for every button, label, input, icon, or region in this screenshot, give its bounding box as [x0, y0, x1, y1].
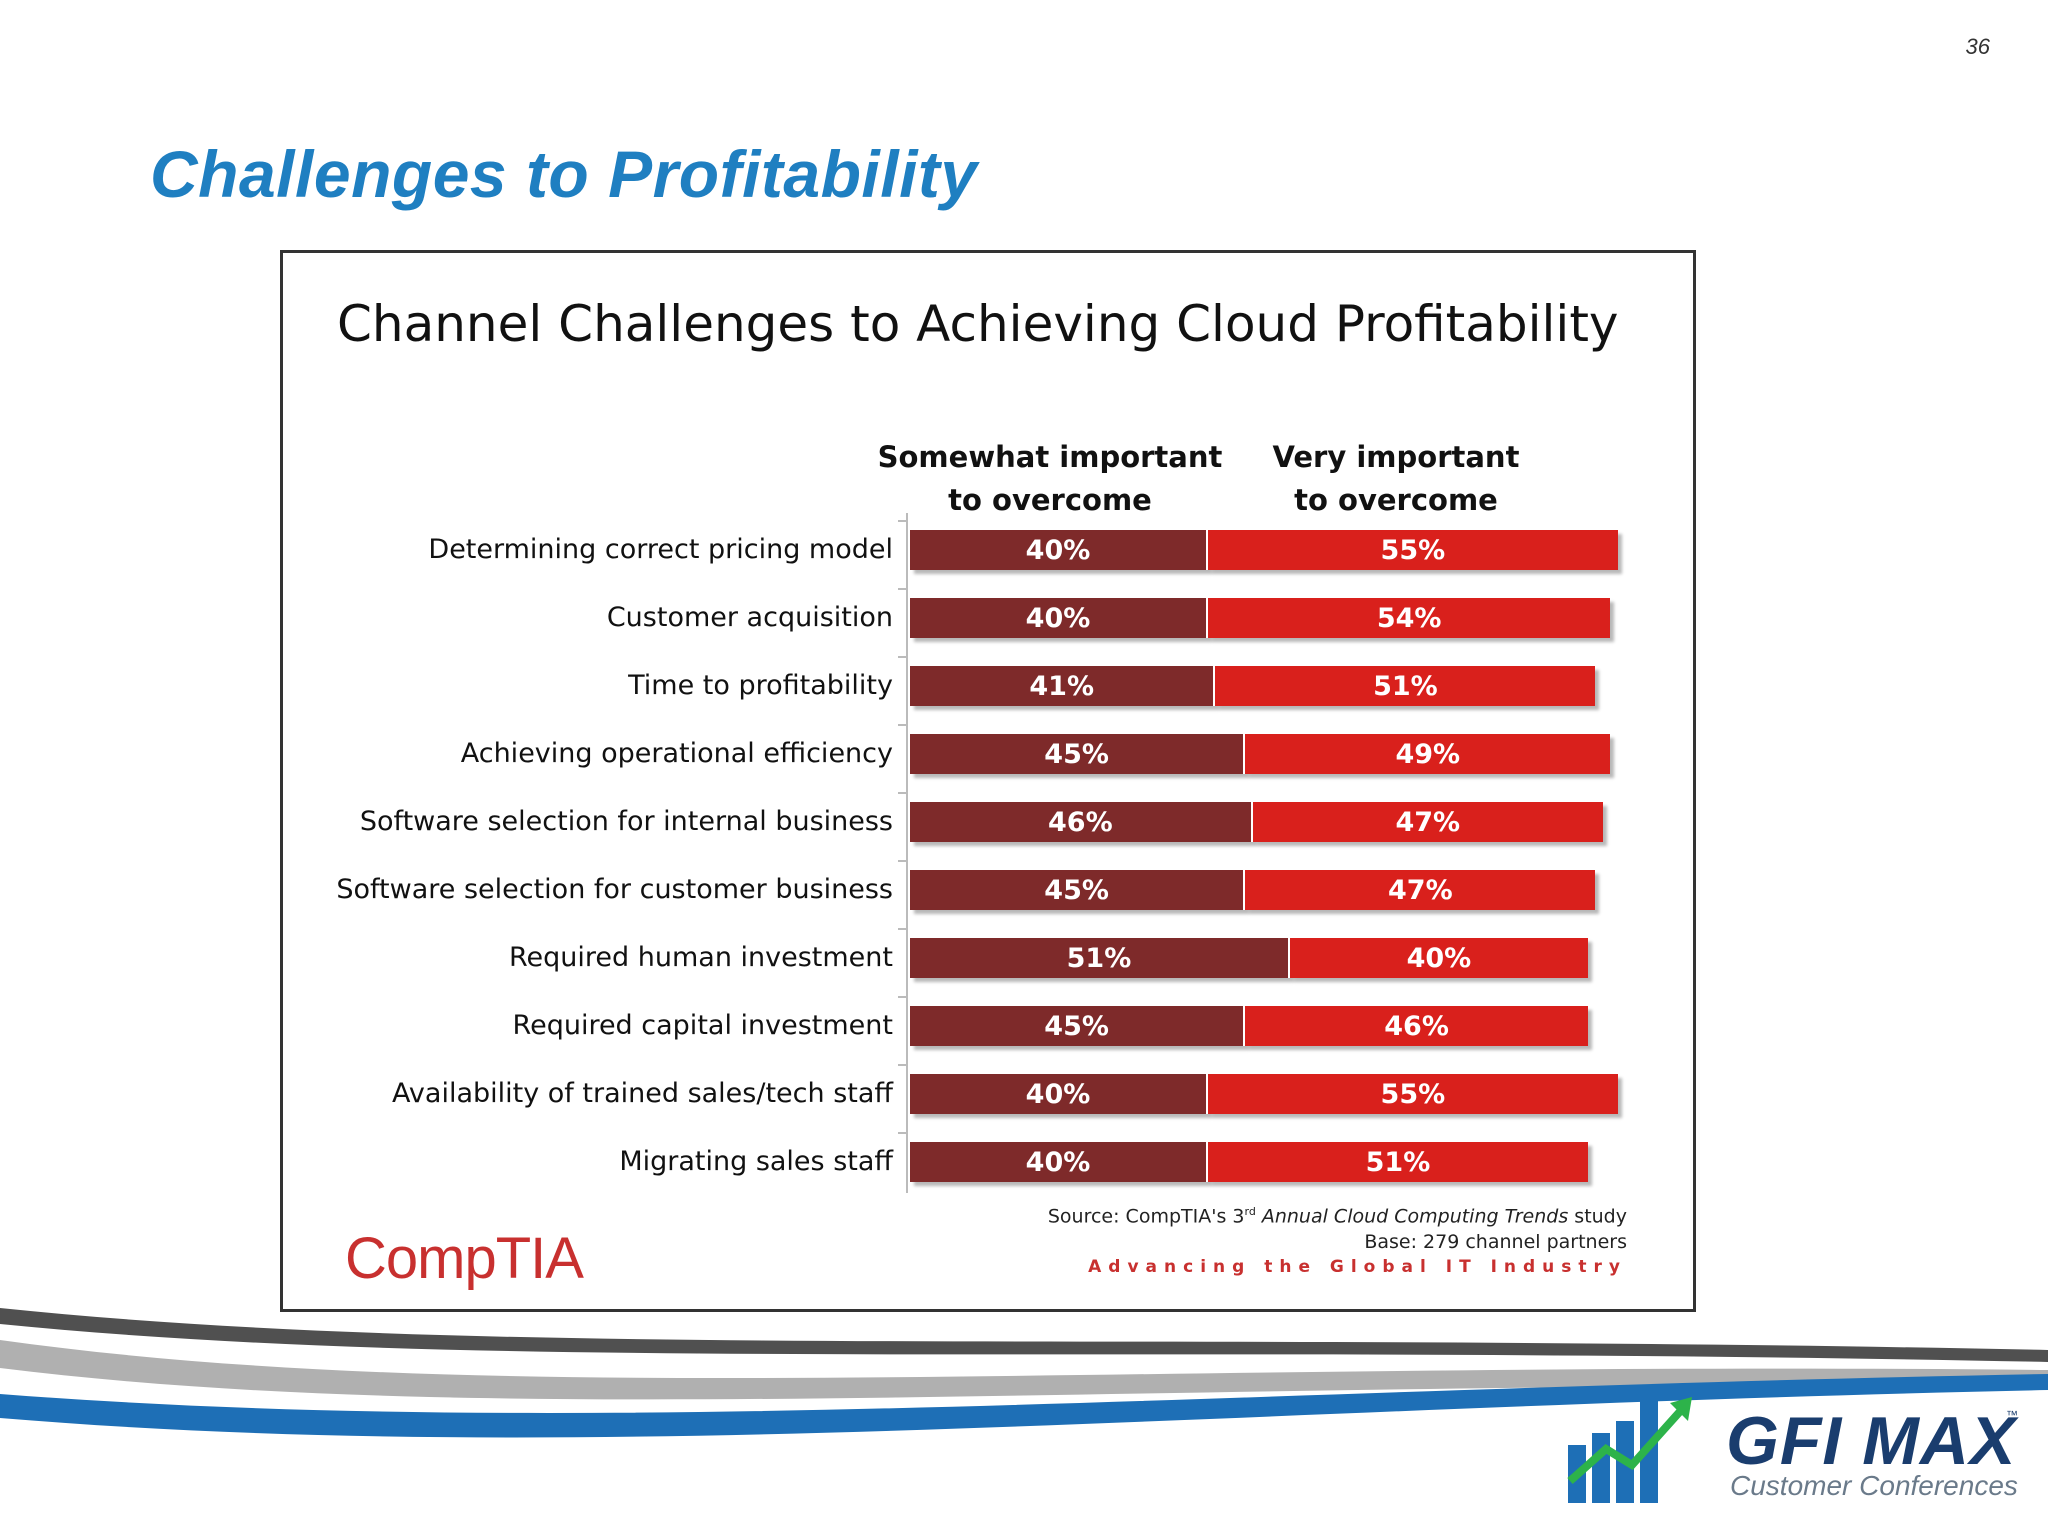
axis-tick — [898, 520, 908, 522]
legend-very-line-1: Very important — [1272, 440, 1520, 474]
category-axis — [906, 513, 908, 1193]
bar-very-time-to-profitability: 51% — [1215, 666, 1596, 706]
legend-very-important: Very important to overcome — [1206, 436, 1586, 522]
source-note: Source: CompTIA's 3rd Annual Cloud Compu… — [1048, 1199, 1627, 1255]
gfi-max-subtitle: Customer Conferences — [1730, 1470, 2018, 1501]
axis-tick — [898, 792, 908, 794]
bar-very-migrating-sales-staff: 51% — [1208, 1142, 1588, 1182]
data-label: 40% — [1406, 942, 1472, 974]
bar-somewhat-customer-acquisition: 40% — [910, 598, 1208, 638]
page-number: 36 — [1965, 34, 1990, 59]
data-label: 40% — [1025, 534, 1091, 566]
comptia-logo: CompTIA — [345, 1226, 584, 1291]
gfi-max-logo: GFI MAX — [1726, 1403, 2017, 1479]
comptia-tagline: Advancing the Global IT Industry — [1088, 1257, 1627, 1277]
bar-very-software-selection-for-internal-business: 47% — [1252, 802, 1603, 842]
chart-frame: Channel Challenges to Achieving Cloud Pr… — [280, 250, 1696, 1312]
data-label: 46% — [1048, 806, 1113, 838]
category-label-customer-acquisition: Customer acquisition — [606, 602, 893, 633]
source-prefix: Source: CompTIA's 3 — [1047, 1205, 1245, 1228]
axis-tick — [898, 588, 908, 590]
category-label-availability-of-trained-sales-tech-staff: Availability of trained sales/tech staff — [392, 1078, 893, 1109]
category-label-achieving-operational-efficiency: Achieving operational efficiency — [460, 738, 893, 769]
legend-somewhat-important: Somewhat important to overcome — [860, 436, 1240, 522]
bar-somewhat-availability-of-trained-sales-tech-staff: 40% — [910, 1074, 1208, 1114]
data-label: 40% — [1025, 1078, 1091, 1110]
slide-title: Challenges to Profitability — [150, 137, 978, 211]
source-line: Source: CompTIA's 3rd Annual Cloud Compu… — [1048, 1199, 1627, 1229]
data-label: 55% — [1380, 534, 1446, 566]
chart-title: Channel Challenges to Achieving Cloud Pr… — [337, 295, 1619, 353]
data-label: 40% — [1025, 1146, 1091, 1178]
legend-somewhat-line-1: Somewhat important — [877, 440, 1223, 474]
data-label: 55% — [1380, 1078, 1446, 1110]
data-label: 51% — [1066, 942, 1132, 974]
data-label: 45% — [1044, 1010, 1109, 1042]
legend-somewhat-line-2: to overcome — [948, 483, 1152, 517]
data-label: 51% — [1365, 1146, 1431, 1178]
data-label: 40% — [1025, 602, 1091, 634]
data-label: 45% — [1044, 874, 1109, 906]
bar-very-required-capital-investment: 46% — [1245, 1006, 1588, 1046]
axis-tick — [898, 1064, 908, 1066]
axis-tick — [898, 724, 908, 726]
data-label: 46% — [1384, 1010, 1449, 1042]
bar-somewhat-achieving-operational-efficiency: 45% — [910, 734, 1246, 774]
data-label: 49% — [1395, 738, 1461, 770]
data-label: 47% — [1395, 806, 1461, 838]
source-superscript: rd — [1244, 1205, 1256, 1218]
category-label-required-capital-investment: Required capital investment — [512, 1010, 893, 1041]
gfi-max-icon — [1567, 1397, 1692, 1503]
trademark: ™ — [2006, 1408, 2018, 1422]
axis-tick — [898, 1132, 908, 1134]
axis-tick — [898, 860, 908, 862]
category-label-software-selection-for-internal-business: Software selection for internal business — [359, 806, 893, 837]
bar-somewhat-software-selection-for-customer-business: 45% — [910, 870, 1246, 910]
bar-somewhat-required-human-investment: 51% — [910, 938, 1290, 978]
category-label-determining-correct-pricing-model: Determining correct pricing model — [428, 534, 893, 565]
data-label: 41% — [1029, 670, 1095, 702]
data-label: 54% — [1376, 602, 1442, 634]
bar-somewhat-time-to-profitability: 41% — [910, 666, 1216, 706]
data-label: 45% — [1044, 738, 1109, 770]
source-study: Annual Cloud Computing Trends — [1255, 1205, 1569, 1228]
bar-very-customer-acquisition: 54% — [1208, 598, 1611, 638]
category-label-migrating-sales-staff: Migrating sales staff — [619, 1146, 893, 1177]
axis-tick — [898, 928, 908, 930]
axis-tick — [898, 996, 908, 998]
legend-very-line-2: to overcome — [1294, 483, 1498, 517]
bar-very-availability-of-trained-sales-tech-staff: 55% — [1208, 1074, 1618, 1114]
axis-tick — [898, 656, 908, 658]
bar-somewhat-determining-correct-pricing-model: 40% — [910, 530, 1208, 570]
bar-very-achieving-operational-efficiency: 49% — [1245, 734, 1611, 774]
bar-somewhat-required-capital-investment: 45% — [910, 1006, 1246, 1046]
footer-swoosh — [0, 1308, 2048, 1438]
bar-very-software-selection-for-customer-business: 47% — [1245, 870, 1596, 910]
source-base: Base: 279 channel partners — [1364, 1231, 1627, 1254]
bar-very-required-human-investment: 40% — [1289, 938, 1588, 978]
category-label-time-to-profitability: Time to profitability — [628, 670, 893, 701]
source-suffix: study — [1568, 1205, 1627, 1228]
data-label: 51% — [1373, 670, 1438, 702]
bar-somewhat-migrating-sales-staff: 40% — [910, 1142, 1208, 1182]
bar-somewhat-software-selection-for-internal-business: 46% — [910, 802, 1253, 842]
data-label: 47% — [1388, 874, 1453, 906]
category-label-software-selection-for-customer-business: Software selection for customer business — [336, 874, 893, 905]
category-label-required-human-investment: Required human investment — [509, 942, 893, 973]
bar-very-determining-correct-pricing-model: 55% — [1208, 530, 1618, 570]
